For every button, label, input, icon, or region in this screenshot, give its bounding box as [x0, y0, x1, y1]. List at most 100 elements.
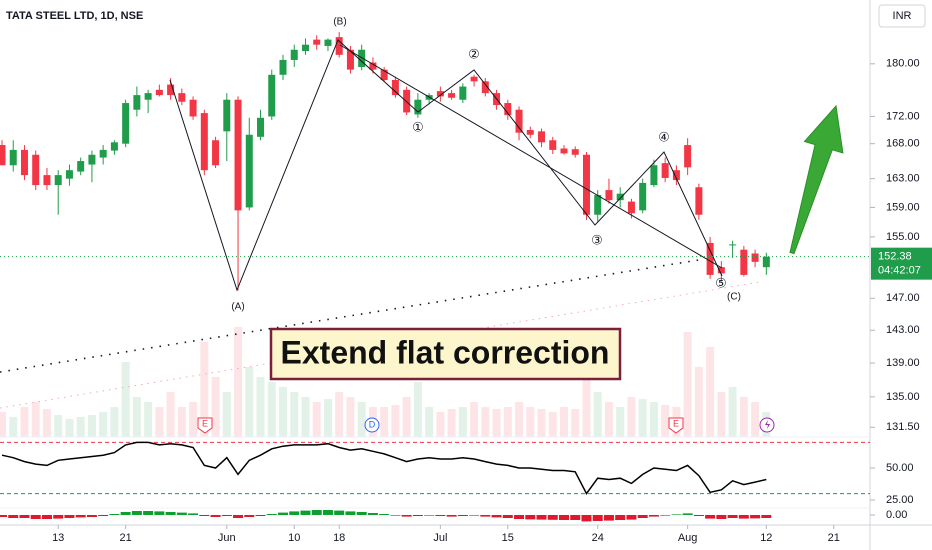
macd-bar: [738, 515, 749, 519]
macd-bar: [64, 515, 75, 518]
event-marker[interactable]: E: [197, 417, 213, 434]
volume-bar: [99, 412, 108, 437]
macd-bar: [345, 511, 356, 515]
candle-body: [369, 62, 377, 70]
macd-bar: [255, 515, 266, 516]
volume-bar: [604, 402, 613, 437]
volume-bar: [751, 402, 760, 437]
candle-body: [54, 175, 62, 186]
headline-box: [269, 327, 622, 381]
macd-bar: [221, 515, 232, 516]
event-label: D: [369, 419, 376, 429]
y-tick-label: 159.00: [886, 201, 920, 213]
volume-bar: [548, 412, 557, 437]
candle-body: [706, 242, 714, 275]
macd-bar: [716, 515, 727, 519]
macd-bar: [98, 515, 109, 516]
macd-bar: [188, 513, 199, 515]
macd-bar: [289, 511, 300, 515]
event-marker[interactable]: [759, 417, 775, 433]
macd-bar: [491, 515, 502, 518]
candle-body: [605, 190, 613, 201]
volume-bar: [515, 402, 524, 437]
macd-bar: [109, 514, 120, 515]
candle-body: [268, 74, 276, 117]
macd-bar: [559, 515, 569, 520]
macd-bar: [334, 510, 345, 515]
macd-bar: [165, 512, 176, 515]
channel-line: [339, 44, 723, 269]
candle-body: [65, 170, 73, 179]
macd-bar: [469, 515, 480, 516]
macd-bar: [457, 515, 468, 516]
candle-body: [594, 195, 602, 215]
macd-bar: [154, 511, 165, 515]
macd-bar: [480, 515, 491, 517]
candle-body: [695, 187, 703, 215]
currency-box[interactable]: [878, 4, 926, 28]
macd-bar: [514, 515, 525, 519]
candle-body: [301, 44, 309, 52]
volume-bar: [312, 402, 321, 437]
y-tick-label: 131.50: [886, 421, 920, 433]
candle-body: [661, 163, 669, 178]
volume-bar: [0, 412, 6, 437]
y2-tick-label: 25.00: [886, 494, 914, 506]
candle-body: [32, 154, 40, 186]
candle-body: [189, 99, 197, 117]
volume-bar: [470, 402, 479, 437]
macd-bar: [266, 514, 277, 515]
event-label: E: [673, 418, 679, 428]
macd-bar: [570, 515, 581, 520]
volume-bar: [31, 402, 40, 437]
volume-bar: [42, 409, 51, 437]
last-price: 152.38: [878, 251, 912, 263]
y-tick-label: 172.00: [886, 110, 920, 122]
candle-body: [515, 109, 523, 133]
volume-bar: [571, 409, 580, 437]
up-arrow: [789, 104, 844, 255]
macd-bar: [0, 515, 7, 517]
candle-body: [560, 148, 568, 154]
candle-body: [335, 37, 343, 55]
candle-body: [616, 193, 624, 201]
y-tick-label: 139.00: [886, 357, 920, 369]
candle-body: [99, 149, 107, 158]
volume-bar: [458, 407, 467, 437]
volume-bar: [402, 397, 411, 437]
volume-bar: [155, 407, 164, 437]
event-marker[interactable]: D: [364, 417, 380, 433]
macd-bar: [401, 515, 412, 517]
macd-bar: [311, 510, 322, 515]
candle-body: [155, 89, 163, 96]
candle-body: [144, 93, 152, 100]
lightning-icon: [765, 420, 770, 429]
macd-bar: [53, 515, 64, 519]
candle-body: [43, 175, 51, 186]
volume-bar: [301, 397, 310, 437]
axis-layer: 131.50 135.00 139.00 143.00 147.00 155.00 159.…: [0, 58, 932, 544]
candle-body: [9, 149, 17, 166]
candle-body: [20, 149, 28, 176]
candle-body: [212, 140, 220, 166]
volume-bar: [638, 399, 647, 437]
volume-bar: [20, 407, 29, 437]
candle-body: [257, 117, 265, 137]
candle-body: [538, 131, 546, 143]
x-tick-label: 21: [828, 532, 840, 544]
y2-tick-label: 50.00: [886, 462, 914, 474]
volume-bar: [526, 407, 535, 437]
x-tick-label: 24: [592, 532, 604, 544]
countdown: 04:42:07: [878, 265, 921, 277]
macd-bar: [637, 515, 648, 518]
volume-bar: [245, 367, 254, 437]
macd-bar: [648, 515, 659, 517]
rsi-line: [1, 441, 767, 496]
macd-bar: [682, 513, 693, 515]
candle-body: [650, 165, 658, 186]
candle-body: [414, 99, 422, 115]
event-marker[interactable]: E: [668, 417, 684, 434]
macd-bar: [626, 515, 637, 520]
volume-bar: [717, 392, 726, 437]
y3-tick-label: 0.00: [886, 509, 907, 521]
